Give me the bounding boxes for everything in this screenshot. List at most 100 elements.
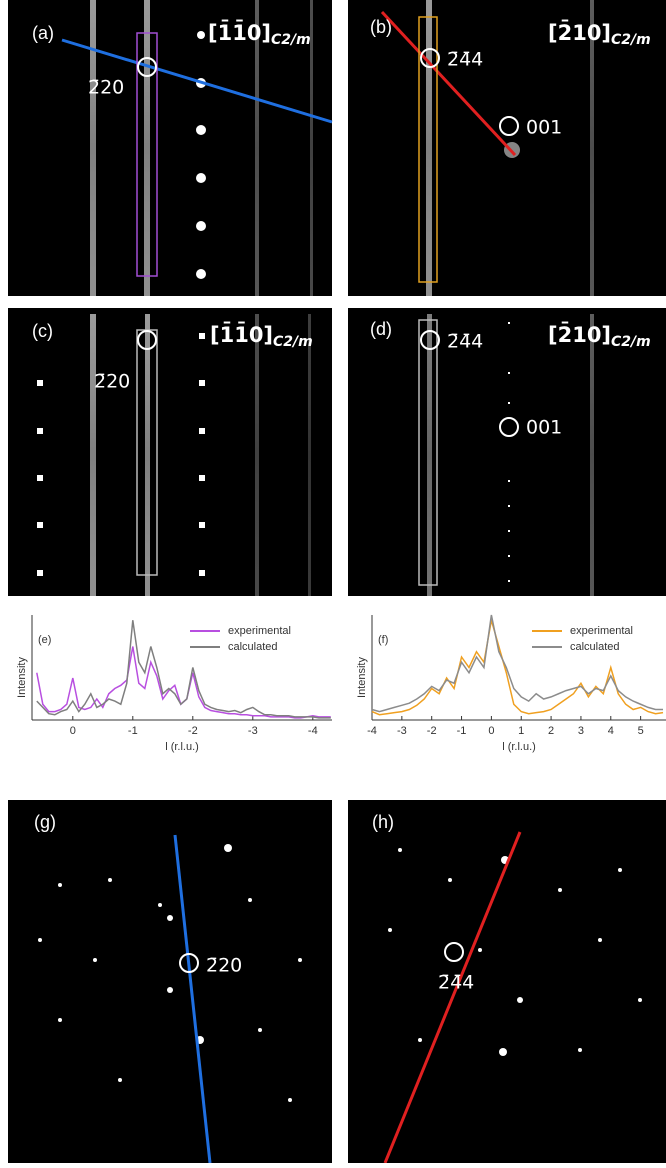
streak: [427, 314, 432, 596]
legend-label: calculated: [228, 641, 278, 653]
series-line: [36, 646, 331, 719]
panel-h: (h) 2̄4̄4: [348, 800, 666, 1164]
streak: [590, 0, 594, 296]
zone-axis: [2̄10]C2/m: [548, 322, 651, 350]
line-cut: [383, 831, 522, 1164]
streak: [90, 314, 96, 596]
reflection-label: 2̄20: [94, 371, 130, 393]
spots: [196, 31, 206, 279]
y-axis-label: Intensity: [16, 657, 28, 698]
image: [348, 800, 666, 1163]
subscript: C2/m: [611, 32, 651, 48]
panel-label: (e): [38, 634, 51, 646]
x-tick-label: 2: [548, 725, 554, 737]
subscript: C2/m: [273, 334, 313, 350]
panel-g: (g) 2̄20: [8, 800, 332, 1164]
ring: [499, 417, 519, 437]
zone: [2̄10]: [548, 20, 611, 45]
x-tick-label: -4: [367, 725, 377, 737]
x-tick-label: -2: [188, 725, 198, 737]
zone-axis: [1̄1̄0]C2/m: [210, 322, 313, 350]
x-axis-label: l (r.l.u.): [502, 741, 536, 753]
x-tick-label: -1: [457, 725, 467, 737]
panel-a: (a) 2̄20 [1̄1̄0]C2/m: [8, 0, 333, 296]
ring: [420, 330, 440, 350]
zone: [1̄1̄0]: [208, 20, 271, 45]
streak: [255, 314, 259, 596]
reflection-label: 2̄20: [88, 77, 124, 99]
chart: 0 -1 -2 -3 -4 l (r.l.u.) Intensity (e) experimen…: [16, 615, 332, 753]
x-tick-label: -4: [308, 725, 318, 737]
line-cut: [380, 10, 517, 157]
x-tick-label: -3: [397, 725, 407, 737]
line-cut: [61, 38, 333, 124]
panel-label: (g): [34, 812, 56, 832]
x-tick-label: -1: [128, 725, 138, 737]
streak: [426, 0, 432, 296]
legend-label: experimental: [228, 625, 291, 637]
streak: [144, 0, 150, 296]
ring: [499, 116, 519, 136]
reflection-label: 2̄4̄4: [447, 49, 483, 71]
reflection-label: 001: [526, 117, 562, 139]
subscript: C2/m: [271, 32, 311, 48]
spots: [37, 333, 205, 576]
x-tick-label: -3: [248, 725, 258, 737]
subscript: C2/m: [611, 334, 651, 350]
zone-axis: [2̄10]C2/m: [548, 20, 651, 48]
zone: [1̄1̄0]: [210, 322, 273, 347]
x-tick-label: 1: [518, 725, 524, 737]
x-tick-label: 5: [638, 725, 644, 737]
panel-c: (c) 2̄20 [1̄1̄0]C2/m: [8, 308, 332, 596]
streak: [145, 314, 150, 596]
x-axis-label: l (r.l.u.): [165, 741, 199, 753]
ring: [137, 57, 157, 77]
image: [348, 308, 666, 596]
x-tick-label: 0: [70, 725, 76, 737]
line-cut: [173, 834, 212, 1164]
streak: [308, 314, 311, 596]
reflection-label: 2̄4̄4: [438, 972, 474, 994]
image: [8, 0, 332, 296]
series-line: [36, 620, 331, 719]
image: [8, 308, 332, 596]
streak: [255, 0, 259, 296]
x-tick-label: 3: [578, 725, 584, 737]
legend-label: experimental: [570, 625, 633, 637]
panel-label: (h): [372, 812, 394, 832]
ring: [420, 48, 440, 68]
streak: [90, 0, 96, 296]
chart: -4 -3 -2 -1 0 1 2 3 4 5 l (r.l.u.) Intensity (f) expe…: [356, 614, 666, 753]
ring: [137, 330, 157, 350]
reflection-label: 001: [526, 417, 562, 439]
reflection-label: 2̄4̄4: [447, 331, 483, 353]
panel-b: (b) 2̄4̄4 001 [2̄10]C2/m: [348, 0, 666, 296]
spots: [38, 844, 302, 1102]
box: [136, 32, 158, 277]
panel-label: (b): [370, 17, 392, 37]
streak: [310, 0, 313, 296]
panel-label: (c): [32, 321, 53, 341]
x-tick-label: 4: [608, 725, 614, 737]
ring: [179, 953, 199, 973]
reflection-label: 2̄20: [206, 955, 242, 977]
panel-label: (f): [378, 634, 388, 646]
y-axis-label: Intensity: [356, 657, 368, 698]
panel-label: (a): [32, 23, 54, 43]
zone: [2̄10]: [548, 322, 611, 347]
legend-label: calculated: [570, 641, 620, 653]
box: [418, 319, 438, 586]
series-line: [371, 620, 664, 716]
spots: [508, 322, 510, 582]
panel-d: (d) 2̄4̄4 001 [2̄10]C2/m: [348, 308, 666, 596]
box: [418, 16, 438, 283]
x-tick-label: 0: [488, 725, 494, 737]
series-line: [371, 614, 664, 713]
streak: [590, 314, 594, 596]
image: [8, 800, 332, 1163]
ring: [444, 942, 464, 962]
panel-label: (d): [370, 319, 392, 339]
zone-axis: [1̄1̄0]C2/m: [208, 20, 311, 48]
x-tick-label: -2: [427, 725, 437, 737]
